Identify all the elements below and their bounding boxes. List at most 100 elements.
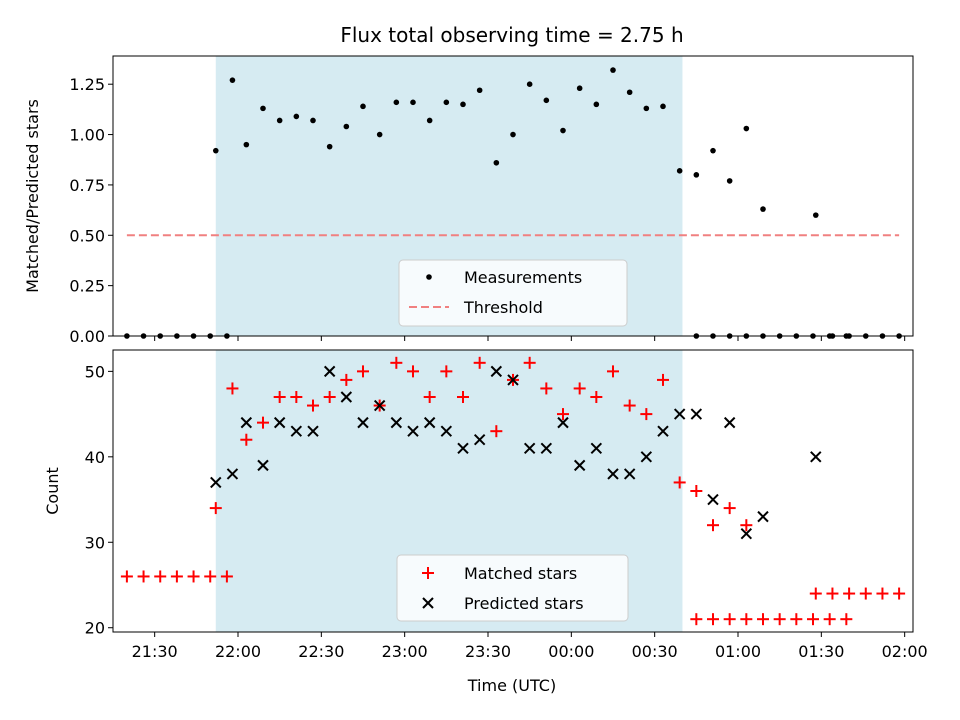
matched-stars-point <box>290 391 303 403</box>
matched-stars-point <box>457 391 469 403</box>
measurement-point <box>576 85 583 92</box>
predicted-stars-point <box>340 391 353 403</box>
matched-stars-point <box>273 391 286 403</box>
matched-stars-point <box>390 356 403 369</box>
predicted-stars-point <box>226 468 239 480</box>
measurement-point <box>643 105 650 112</box>
matched-stars-point <box>773 613 786 626</box>
matched-stars-point <box>590 391 603 403</box>
predicted-stars-point <box>390 416 403 429</box>
measurement-point <box>626 89 633 96</box>
y-tick-label: 0.25 <box>69 277 105 296</box>
predicted-stars-point <box>290 425 303 437</box>
predicted-stars-point <box>810 451 822 463</box>
measurement-point <box>476 87 483 94</box>
measurement-point <box>693 172 700 178</box>
measurement-point <box>660 103 666 110</box>
measurement-point <box>676 168 683 174</box>
predicted-stars-point <box>740 528 753 540</box>
measurement-point <box>310 117 316 124</box>
x-tick-label: 01:00 <box>715 642 761 661</box>
predicted-stars-point <box>607 468 619 480</box>
predicted-stars-point <box>657 425 669 437</box>
matched-stars-point <box>840 613 853 626</box>
measurement-point <box>343 123 350 130</box>
matched-stars-point <box>690 485 703 497</box>
matched-legend-marker <box>422 567 434 579</box>
y-tick-label: 0.75 <box>69 176 105 195</box>
predicted-stars-point <box>440 425 453 437</box>
matched-stars-point <box>723 502 736 515</box>
measurement-point <box>229 77 236 83</box>
threshold-legend-label: Threshold <box>463 298 543 317</box>
measurement-point <box>593 101 600 108</box>
matched-stars-point <box>209 502 222 515</box>
measurement-point <box>560 127 566 134</box>
x-tick-label: 23:30 <box>465 642 511 661</box>
measurement-point <box>760 206 766 212</box>
matched-stars-point <box>809 587 822 600</box>
matched-stars-point <box>440 365 453 378</box>
top-y-axis-label: Matched/Predicted stars <box>23 99 42 293</box>
predicted-legend-label: Predicted stars <box>464 594 584 613</box>
matched-stars-point <box>707 519 719 532</box>
matched-stars-point <box>640 408 653 421</box>
predicted-stars-point <box>240 416 253 429</box>
measurement-point <box>710 147 716 154</box>
matched-legend-label: Matched stars <box>464 564 577 583</box>
predicted-stars-point <box>373 399 386 412</box>
matched-stars-point <box>757 613 769 626</box>
x-tick-label: 02:00 <box>882 642 928 661</box>
matched-stars-point <box>690 613 703 626</box>
predicted-stars-point <box>490 365 503 378</box>
bottom-y-axis-label: Count <box>43 467 62 515</box>
matched-stars-point <box>790 613 803 626</box>
top-legend: Measurements Threshold <box>398 259 628 327</box>
measurement-point <box>493 159 500 166</box>
matched-stars-point <box>723 613 736 626</box>
measurement-point <box>443 99 450 106</box>
x-tick-label: 22:30 <box>298 642 344 661</box>
predicted-stars-point <box>457 442 469 454</box>
predicted-stars-point <box>690 408 703 420</box>
matched-stars-point <box>523 356 536 369</box>
matched-stars-point <box>226 382 239 395</box>
x-axis-label: Time (UTC) <box>467 676 556 695</box>
predicted-stars-point <box>623 468 636 480</box>
predicted-stars-point <box>307 425 319 437</box>
predicted-stars-point <box>540 442 553 454</box>
matched-stars-point <box>740 519 753 532</box>
predicted-stars-point <box>423 416 436 429</box>
matched-stars-point <box>307 399 319 412</box>
x-tick-label: 00:00 <box>548 642 594 661</box>
measurement-point <box>212 147 219 154</box>
predicted-stars-point <box>673 408 686 420</box>
measurement-point <box>326 143 333 150</box>
measurement-point <box>410 99 416 106</box>
predicted-stars-point <box>407 425 419 437</box>
predicted-stars-point <box>210 476 222 489</box>
measurement-point <box>260 105 266 112</box>
y-tick-label: 30 <box>85 533 105 552</box>
matched-stars-point <box>807 613 819 626</box>
x-tick-label: 01:30 <box>798 642 844 661</box>
measurement-point <box>743 125 750 132</box>
measurement-point <box>460 101 466 108</box>
measurement-point <box>426 117 433 124</box>
matched-stars-point <box>154 570 167 583</box>
matched-stars-point <box>187 570 200 583</box>
matched-stars-point <box>340 373 353 386</box>
matched-stars-point <box>473 356 486 369</box>
matched-stars-point <box>257 416 269 429</box>
count-panel: Count Time (UTC) 20 30 40 50 21:30 22:00 22:30… <box>43 349 928 695</box>
top-legend-box <box>398 259 628 327</box>
predicted-stars-point <box>573 459 586 472</box>
predicted-stars-point <box>357 416 369 429</box>
predicted-stars-point <box>323 365 336 378</box>
predicted-stars-point <box>273 416 286 429</box>
predicted-stars-point <box>723 416 736 429</box>
matched-stars-point <box>740 613 753 626</box>
matched-stars-point <box>120 570 133 583</box>
matched-stars-point <box>673 476 686 489</box>
